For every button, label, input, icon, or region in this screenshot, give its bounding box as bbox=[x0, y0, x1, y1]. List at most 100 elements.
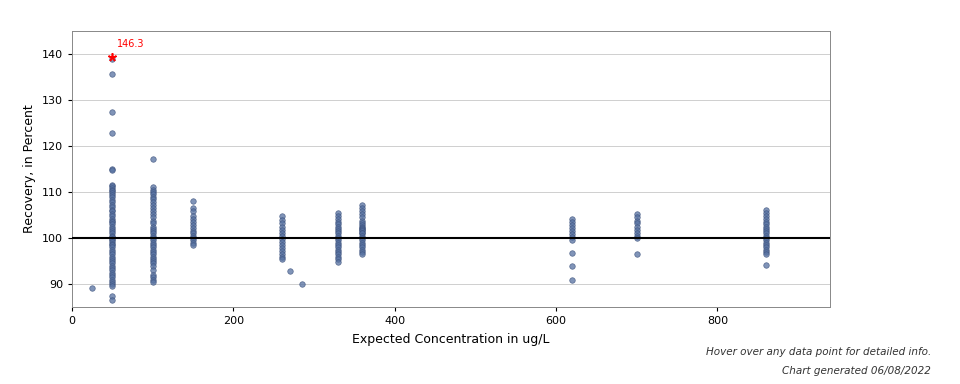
Point bbox=[145, 235, 160, 241]
Point bbox=[275, 248, 290, 254]
Point bbox=[105, 192, 120, 198]
Point bbox=[758, 235, 774, 241]
Point bbox=[355, 202, 371, 208]
Point bbox=[185, 205, 201, 211]
Point bbox=[330, 256, 346, 262]
Point bbox=[355, 227, 371, 233]
Point bbox=[355, 226, 371, 232]
Point bbox=[145, 217, 160, 223]
Point bbox=[330, 244, 346, 250]
Point bbox=[355, 222, 371, 228]
Point bbox=[105, 249, 120, 255]
Point bbox=[330, 223, 346, 230]
Point bbox=[105, 109, 120, 115]
Point bbox=[145, 205, 160, 211]
Point bbox=[330, 242, 346, 248]
Point bbox=[758, 230, 774, 237]
Point bbox=[145, 191, 160, 197]
Point bbox=[105, 184, 120, 190]
Point bbox=[564, 222, 580, 228]
Point bbox=[355, 211, 371, 217]
Point bbox=[758, 237, 774, 243]
Point bbox=[105, 293, 120, 299]
Point bbox=[185, 208, 201, 214]
Point bbox=[185, 240, 201, 246]
Point bbox=[275, 223, 290, 230]
Point bbox=[758, 242, 774, 248]
Point bbox=[355, 225, 371, 231]
Point bbox=[355, 205, 371, 211]
Point bbox=[145, 194, 160, 200]
Point bbox=[105, 265, 120, 271]
Point bbox=[282, 268, 298, 274]
Point bbox=[145, 226, 160, 232]
Point bbox=[185, 219, 201, 225]
Text: Chart generated 06/08/2022: Chart generated 06/08/2022 bbox=[782, 366, 931, 376]
Point bbox=[275, 220, 290, 227]
Point bbox=[105, 253, 120, 260]
Point bbox=[105, 190, 120, 196]
Point bbox=[105, 208, 120, 214]
Point bbox=[105, 230, 120, 237]
Point bbox=[105, 281, 120, 287]
Point bbox=[295, 281, 310, 287]
Point bbox=[564, 250, 580, 256]
Point bbox=[185, 228, 201, 234]
Point bbox=[105, 263, 120, 269]
Point bbox=[330, 251, 346, 257]
Point bbox=[185, 230, 201, 237]
Point bbox=[185, 233, 201, 239]
Point bbox=[355, 230, 371, 237]
Point bbox=[330, 240, 346, 246]
Point bbox=[330, 247, 346, 253]
Point bbox=[145, 279, 160, 285]
Point bbox=[105, 188, 120, 194]
Point bbox=[275, 233, 290, 239]
Point bbox=[145, 253, 160, 260]
Point bbox=[145, 240, 160, 246]
Point bbox=[145, 276, 160, 283]
Point bbox=[105, 207, 120, 213]
Point bbox=[105, 204, 120, 210]
Point bbox=[275, 256, 290, 262]
Point bbox=[185, 216, 201, 222]
Point bbox=[105, 233, 120, 239]
Point bbox=[145, 211, 160, 217]
Point bbox=[185, 237, 201, 243]
Point bbox=[355, 230, 371, 236]
Point bbox=[105, 240, 120, 247]
Point bbox=[105, 251, 120, 257]
Point bbox=[105, 283, 120, 290]
Point bbox=[758, 213, 774, 219]
Point bbox=[758, 228, 774, 234]
Point bbox=[330, 253, 346, 260]
Point bbox=[629, 214, 644, 220]
Point bbox=[330, 233, 346, 239]
Point bbox=[145, 214, 160, 220]
Point bbox=[145, 230, 160, 237]
Point bbox=[758, 219, 774, 225]
Point bbox=[275, 251, 290, 257]
Point bbox=[330, 226, 346, 232]
Point bbox=[105, 194, 120, 200]
Point bbox=[145, 237, 160, 243]
Point bbox=[105, 71, 120, 78]
Point bbox=[758, 221, 774, 227]
Point bbox=[758, 210, 774, 216]
Point bbox=[758, 233, 774, 239]
Point bbox=[105, 237, 120, 243]
Point bbox=[564, 234, 580, 240]
Point bbox=[185, 222, 201, 228]
Point bbox=[145, 274, 160, 280]
Point bbox=[145, 258, 160, 264]
Point bbox=[105, 236, 120, 242]
Point bbox=[564, 225, 580, 231]
Point bbox=[105, 197, 120, 204]
Point bbox=[355, 233, 371, 239]
Point bbox=[185, 213, 201, 219]
Point bbox=[355, 228, 371, 234]
Point bbox=[330, 219, 346, 225]
Point bbox=[564, 276, 580, 283]
Point bbox=[275, 245, 290, 251]
Point bbox=[105, 260, 120, 266]
